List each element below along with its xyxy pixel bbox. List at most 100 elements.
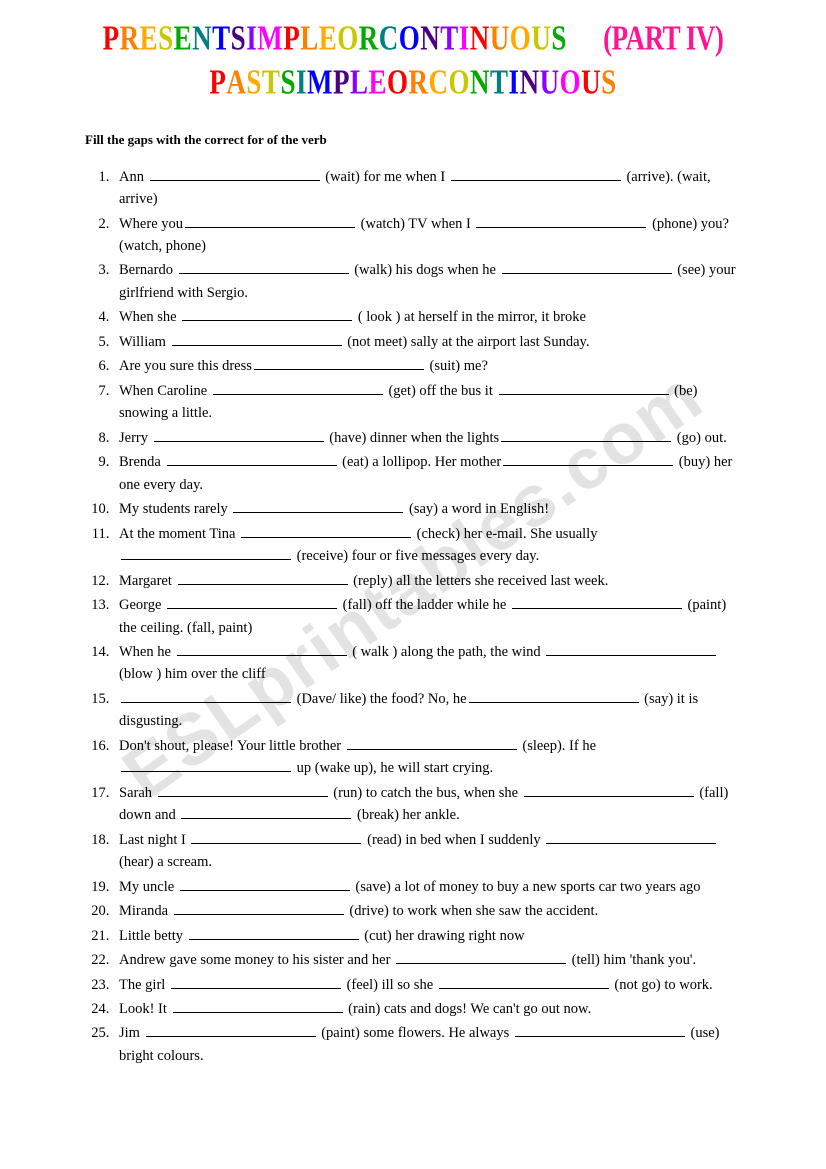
fill-blank[interactable] [167,453,337,466]
fill-blank[interactable] [181,806,351,819]
sentence-text: When Caroline [119,383,211,399]
exercise-item: Jerry (have) dinner when the lights (go)… [113,427,741,449]
fill-blank[interactable] [121,759,291,772]
fill-blank[interactable] [241,525,411,538]
title-line-2: PAST SIMPLE OR CONTINUOUS [209,58,616,107]
sentence-text: When she [119,309,180,325]
fill-blank[interactable] [180,878,350,891]
sentence-text: up (wake up), he will start crying. [293,760,493,776]
sentence-text: (go) out. [673,430,727,446]
exercise-item: At the moment Tina (check) her e-mail. S… [113,523,741,568]
sentence-text: (not meet) sally at the airport last Sun… [344,334,590,350]
fill-blank[interactable] [171,975,341,988]
sentence-text: Don't shout, please! Your little brother [119,738,345,754]
fill-blank[interactable] [499,382,669,395]
exercise-item: When she ( look ) at herself in the mirr… [113,306,741,328]
sentence-text: (not go) to work. [611,977,713,993]
fill-blank[interactable] [189,927,359,940]
exercise-item: George (fall) off the ladder while he (p… [113,594,741,639]
fill-blank[interactable] [515,1024,685,1037]
fill-blank[interactable] [501,429,671,442]
title-line-1: PRESENT SIMPLE OR CONTINUOUS (PART IV) [103,14,724,63]
fill-blank[interactable] [177,643,347,656]
fill-blank[interactable] [502,261,672,274]
exercise-item: William (not meet) sally at the airport … [113,331,741,353]
fill-blank[interactable] [178,572,348,585]
fill-blank[interactable] [233,500,403,513]
fill-blank[interactable] [172,333,342,346]
exercise-item: Are you sure this dress (suit) me? [113,355,741,377]
sentence-text: (Dave/ like) the food? No, he [293,691,467,707]
fill-blank[interactable] [121,547,291,560]
sentence-text: ( walk ) along the path, the wind [349,644,545,660]
sentence-text: (cut) her drawing right now [361,928,525,944]
fill-blank[interactable] [191,831,361,844]
sentence-text: ( look ) at herself in the mirror, it br… [354,309,586,325]
sentence-text: (walk) his dogs when he [351,262,500,278]
sentence-text: Bernardo [119,262,177,278]
fill-blank[interactable] [150,168,320,181]
sentence-text: William [119,334,170,350]
sentence-text: (feel) ill so she [343,977,437,993]
fill-blank[interactable] [158,784,328,797]
fill-blank[interactable] [451,168,621,181]
fill-blank[interactable] [347,737,517,750]
sentence-text: Miranda [119,903,172,919]
sentence-text: (fall) off the ladder while he [339,597,510,613]
fill-blank[interactable] [174,902,344,915]
fill-blank[interactable] [173,1000,343,1013]
fill-blank[interactable] [213,382,383,395]
sentence-text: (sleep). If he [519,738,596,754]
exercise-item: When Caroline (get) off the bus it (be) … [113,380,741,425]
sentence-text: At the moment Tina [119,526,239,542]
sentence-text: (rain) cats and dogs! We can't go out no… [345,1001,592,1017]
sentence-text: (say) a word in English! [405,501,549,517]
sentence-text: My students rarely [119,501,231,517]
sentence-text: (suit) me? [426,358,488,374]
sentence-text: Last night I [119,832,189,848]
sentence-text: Andrew gave some money to his sister and… [119,952,394,968]
sentence-text: (receive) four or five messages every da… [293,548,539,564]
exercise-item: Look! It (rain) cats and dogs! We can't … [113,998,741,1020]
fill-blank[interactable] [439,975,609,988]
fill-blank[interactable] [512,596,682,609]
exercise-item: Little betty (cut) her drawing right now [113,925,741,947]
sentence-text: (blow ) him over the cliff [119,666,266,682]
fill-blank[interactable] [121,690,291,703]
content-area: PRESENT SIMPLE OR CONTINUOUS (PART IV) P… [85,20,741,1067]
exercise-list: Ann (wait) for me when I (arrive). (wait… [85,166,741,1068]
sentence-text: (eat) a lollipop. Her mother [339,454,502,470]
fill-blank[interactable] [182,308,352,321]
fill-blank[interactable] [524,784,694,797]
fill-blank[interactable] [185,214,355,227]
fill-blank[interactable] [396,951,566,964]
fill-blank[interactable] [179,261,349,274]
fill-blank[interactable] [546,831,716,844]
fill-blank[interactable] [546,643,716,656]
title-block: PRESENT SIMPLE OR CONTINUOUS (PART IV) P… [85,20,741,102]
exercise-item: Bernardo (walk) his dogs when he (see) y… [113,259,741,304]
exercise-item: Don't shout, please! Your little brother… [113,735,741,780]
fill-blank[interactable] [167,596,337,609]
title-line1-main: PRESENT SIMPLE OR CONTINUOUS [103,18,567,57]
fill-blank[interactable] [469,690,639,703]
sentence-text: (have) dinner when the lights [326,430,500,446]
sentence-text: George [119,597,165,613]
sentence-text: (check) her e-mail. She usually [413,526,597,542]
exercise-item: My uncle (save) a lot of money to buy a … [113,876,741,898]
sentence-text: Jim [119,1025,144,1041]
fill-blank[interactable] [476,214,646,227]
fill-blank[interactable] [146,1024,316,1037]
fill-blank[interactable] [254,357,424,370]
sentence-text: Look! It [119,1001,171,1017]
sentence-text: Brenda [119,454,165,470]
sentence-text: (run) to catch the bus, when she [330,785,522,801]
fill-blank[interactable] [154,429,324,442]
exercise-item: My students rarely (say) a word in Engli… [113,498,741,520]
fill-blank[interactable] [503,453,673,466]
exercise-item: Last night I (read) in bed when I sudden… [113,829,741,874]
sentence-text: (tell) him 'thank you'. [568,952,696,968]
sentence-text: Where you [119,216,183,232]
sentence-text: (paint) some flowers. He always [318,1025,513,1041]
instruction-text: Fill the gaps with the correct for of th… [85,132,741,148]
